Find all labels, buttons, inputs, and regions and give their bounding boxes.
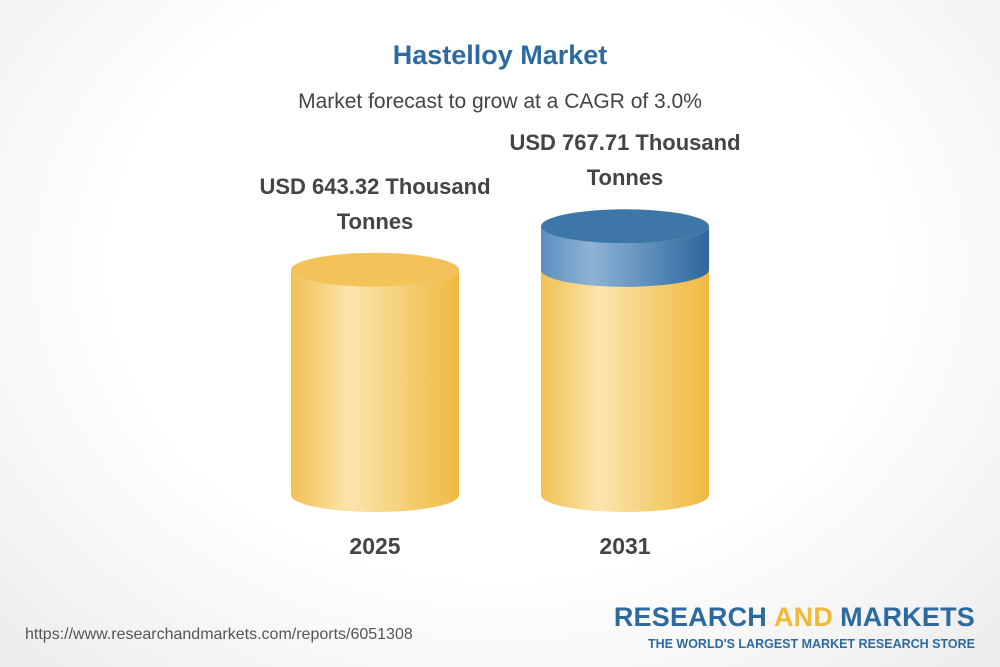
brand-tagline: THE WORLD'S LARGEST MARKET RESEARCH STOR… [647, 637, 975, 651]
cylinder-top [541, 209, 709, 244]
cylinder [541, 209, 709, 512]
cylinder-body [541, 226, 709, 512]
brand-logo: RESEARCH AND MARKETS [614, 602, 975, 633]
cylinder-top [291, 252, 459, 287]
cylinder-body [291, 269, 459, 512]
brand-text: AND [773, 602, 834, 632]
source-url: https://www.researchandmarkets.com/repor… [25, 626, 413, 643]
cylinder-growth [541, 226, 709, 287]
x-tick-label: 2031 [599, 533, 651, 559]
cylinder [291, 252, 459, 512]
x-tick-label: 2025 [349, 533, 401, 559]
value-label: USD 767.71 Thousand Tonnes [509, 130, 741, 191]
chart-title: Hastelloy Market [392, 40, 608, 70]
chart-subtitle: Market forecast to grow at a CAGR of 3.0… [298, 90, 702, 113]
brand-text: MARKETS [840, 602, 975, 632]
brand-text: RESEARCH [613, 602, 767, 632]
value-label: USD 643.32 Thousand Tonnes [259, 173, 491, 234]
